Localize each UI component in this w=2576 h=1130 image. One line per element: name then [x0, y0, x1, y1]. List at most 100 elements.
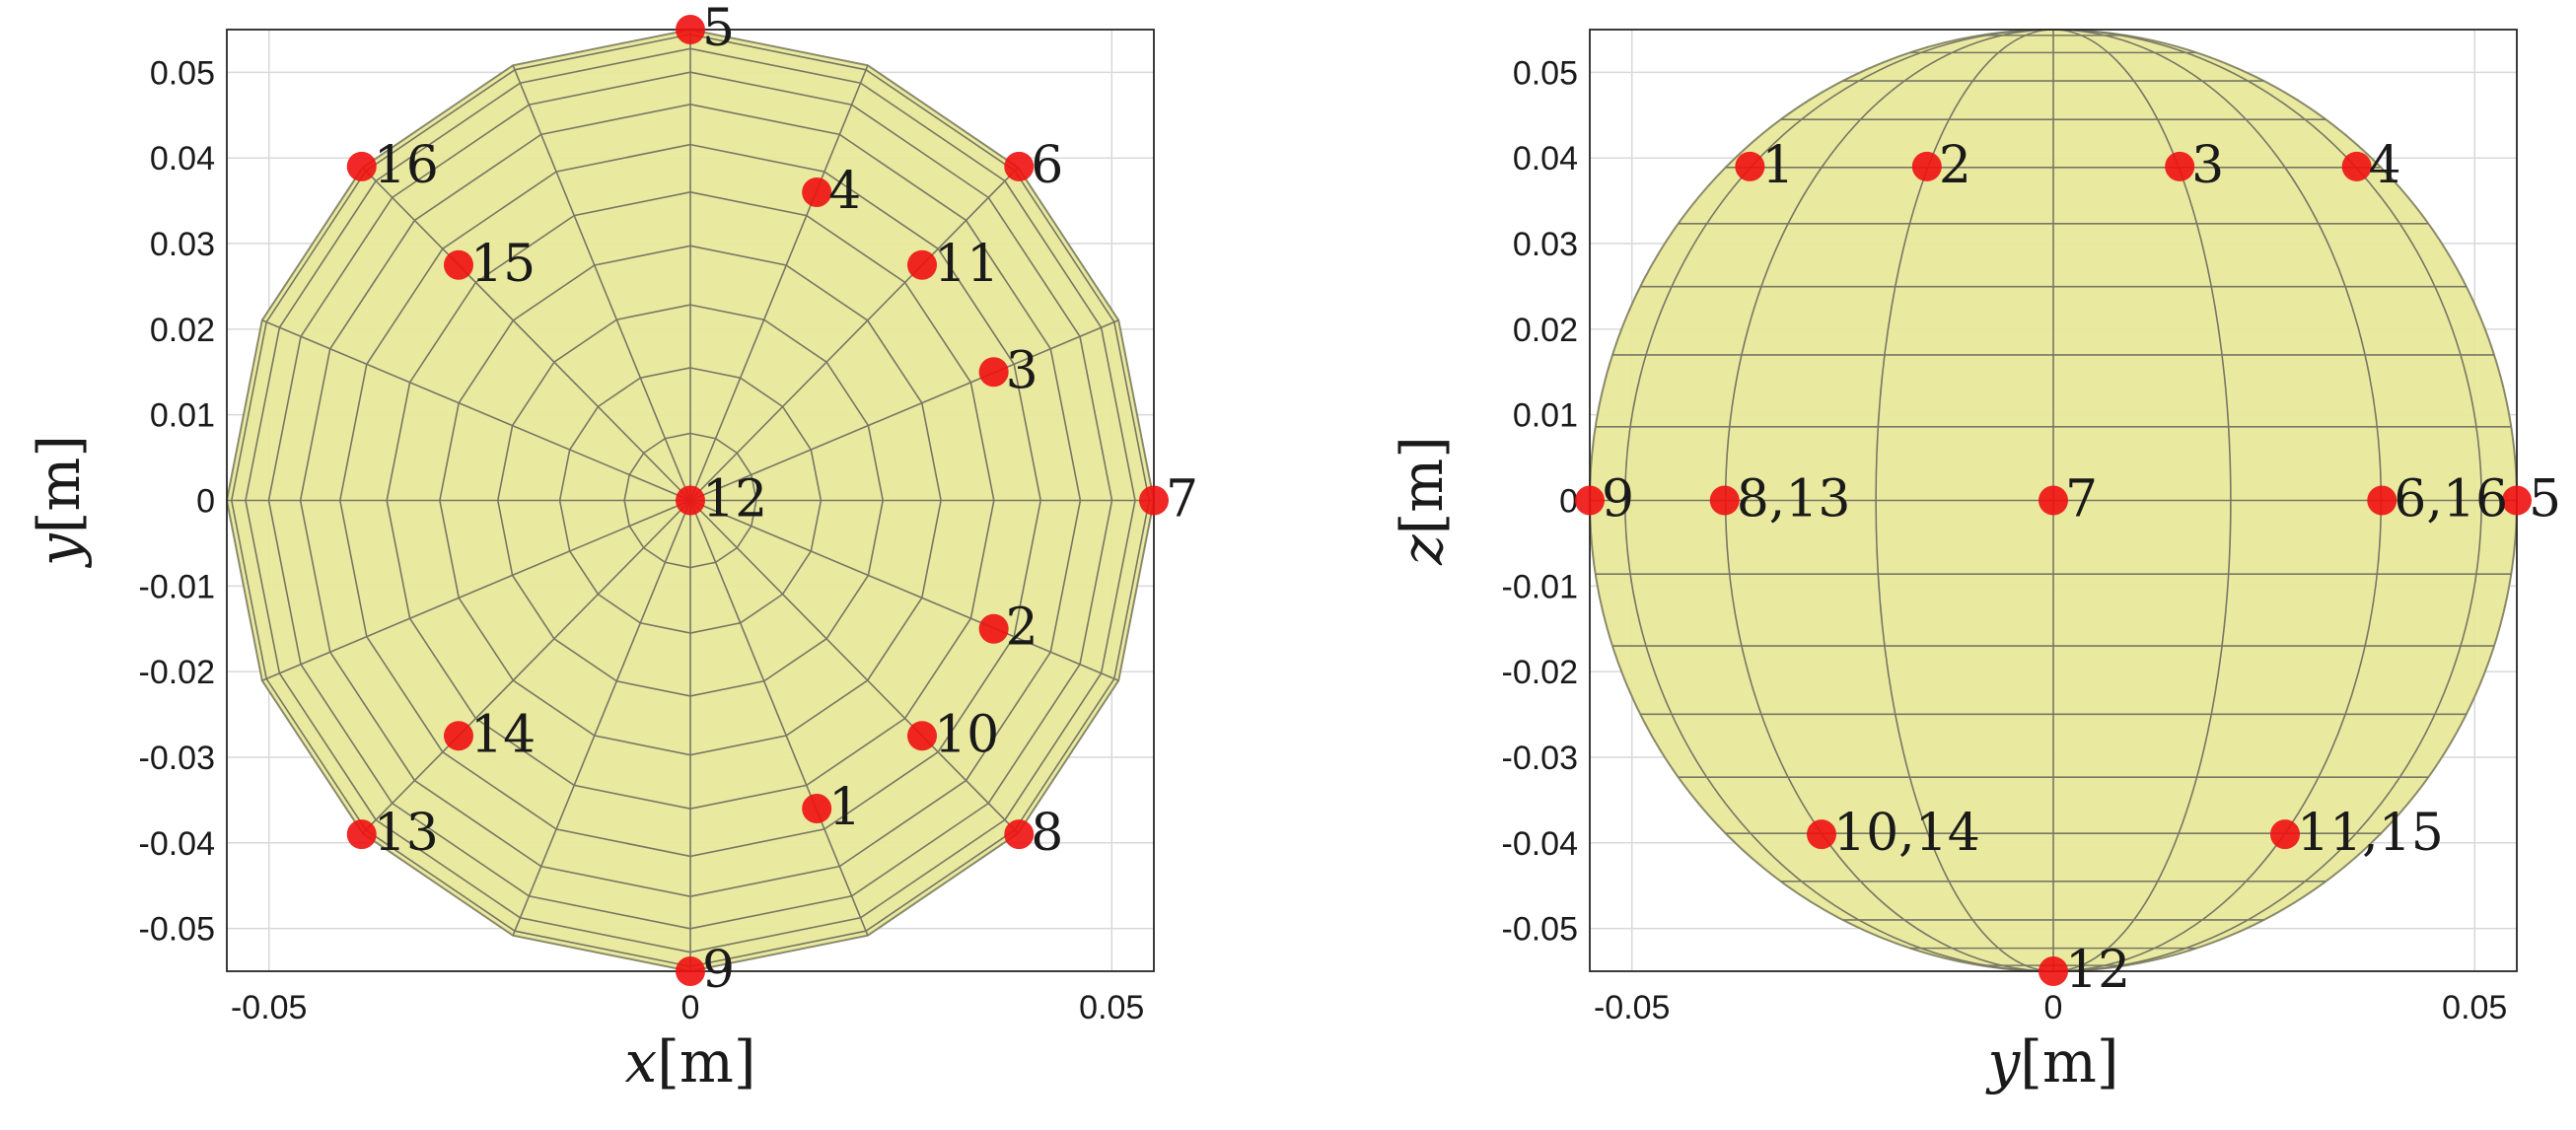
- y-tick-label: -0.01: [139, 568, 216, 605]
- point-5: [2502, 485, 2532, 516]
- y-tick-label: 0: [196, 483, 215, 521]
- point-label: 7: [2065, 470, 2098, 530]
- point-16: [346, 151, 377, 181]
- x-tick-label: -0.05: [1594, 989, 1671, 1026]
- y-tick-label: 0.03: [150, 226, 215, 263]
- point-label: 16: [374, 136, 439, 195]
- point-label: 9: [702, 941, 735, 1000]
- y-tick-label: -0.03: [139, 740, 216, 777]
- point-label: 6,16: [2394, 470, 2508, 530]
- x-tick-label: 0: [681, 989, 700, 1026]
- point-label: 4: [828, 162, 861, 221]
- point-12: [2039, 956, 2068, 986]
- point-label: 5: [702, 0, 735, 58]
- point-label: 5: [2529, 470, 2561, 530]
- point-7: [1139, 485, 1169, 516]
- point-label: 3: [2191, 136, 2224, 195]
- point-label: 4: [2369, 136, 2401, 195]
- point-8-13: [1709, 485, 1740, 516]
- x-tick-label: -0.05: [231, 989, 308, 1026]
- point-1: [1735, 151, 1765, 181]
- y-tick-label: 0: [1559, 483, 1578, 521]
- y-tick-label: 0.04: [1513, 140, 1578, 177]
- y-tick-label: -0.05: [1502, 911, 1579, 949]
- point-label: 8: [1031, 804, 1063, 863]
- y-axis-label: z[m]: [1389, 436, 1456, 566]
- x-axis-label: x[m]: [625, 1028, 756, 1095]
- y-tick-label: 0.03: [1513, 226, 1578, 263]
- y-tick-label: 0.01: [150, 397, 215, 435]
- point-7: [2039, 485, 2068, 516]
- point-label: 2: [1939, 136, 1971, 195]
- mesh-meridian: [362, 499, 691, 834]
- mesh-meridian: [512, 65, 691, 501]
- y-tick-label: -0.04: [139, 825, 216, 863]
- point-14: [444, 721, 473, 751]
- y-tick-label: 0.05: [1513, 54, 1578, 92]
- point-9: [1575, 485, 1605, 516]
- point-label: 2: [1006, 599, 1038, 658]
- y-tick-label: -0.01: [1502, 568, 1579, 605]
- y-tick-label: 0.02: [150, 312, 215, 349]
- chart-panel-1: -0.05 0 0.05 0.05 0.04 0.03 0.02 0.01 0 -0.01 -0.0…: [26, 0, 1198, 1095]
- point-1: [802, 794, 832, 824]
- point-label: 13: [374, 804, 439, 863]
- y-tick-label: 0.01: [1513, 397, 1578, 435]
- chart-panel-2: -0.05 0 0.05 0.05 0.04 0.03 0.02 0.01 0 -0.01 -0.0…: [1389, 29, 2561, 1095]
- point-label: 8,13: [1737, 470, 1851, 530]
- point-6-16: [2367, 485, 2397, 516]
- mesh-meridian: [689, 499, 1019, 834]
- point-6: [1004, 151, 1035, 181]
- point-10-14: [1807, 819, 1836, 850]
- mesh-meridian: [512, 500, 691, 936]
- point-label: 1: [1761, 136, 1794, 195]
- y-tick-label: -0.03: [1502, 740, 1579, 777]
- point-label: 6: [1031, 136, 1063, 195]
- point-label: 14: [470, 705, 536, 764]
- point-2: [1911, 151, 1942, 181]
- point-3: [978, 357, 1009, 388]
- point-3: [2165, 151, 2195, 181]
- mesh-meridian: [261, 319, 691, 502]
- point-9: [676, 956, 705, 986]
- point-4: [802, 177, 832, 207]
- y-tick-label: 0.05: [150, 54, 215, 92]
- x-axis-label: y[m]: [1984, 1028, 2118, 1095]
- point-13: [346, 819, 377, 850]
- x-tick-label: 0.05: [1079, 989, 1144, 1026]
- point-label: 11: [934, 235, 999, 294]
- point-label: 12: [2065, 941, 2130, 1000]
- point-12: [676, 485, 705, 516]
- mesh-meridian: [689, 65, 869, 501]
- point-label: 10: [934, 705, 999, 764]
- point-label: 12: [702, 470, 767, 530]
- point-label: 1: [828, 778, 861, 837]
- mesh-meridian: [689, 500, 869, 936]
- point-2: [978, 613, 1009, 644]
- point-label: 9: [1602, 470, 1634, 530]
- point-8: [1004, 819, 1035, 850]
- y-axis-label: y[m]: [26, 435, 93, 569]
- point-5: [676, 15, 705, 44]
- point-label: 3: [1006, 341, 1038, 400]
- y-tick-label: 0.02: [1513, 312, 1578, 349]
- mesh-meridian: [362, 167, 691, 502]
- y-tick-label: -0.02: [1502, 654, 1579, 691]
- mesh-meridian: [689, 167, 1019, 502]
- point-label: 10,14: [1833, 804, 1980, 863]
- tick-labels: -0.05 0 0.05 0.05 0.04 0.03 0.02 0.01 0 -0.01 -0.0…: [1502, 54, 2508, 1026]
- point-label: 15: [470, 235, 536, 294]
- point-label: 11,15: [2297, 804, 2444, 863]
- y-tick-label: -0.05: [139, 911, 216, 949]
- point-11: [907, 249, 937, 280]
- mesh-meridian: [689, 499, 1119, 681]
- point-label: 7: [1166, 470, 1198, 530]
- point-4: [2341, 151, 2372, 181]
- point-10: [907, 721, 937, 751]
- x-tick-label: 0.05: [2442, 989, 2507, 1026]
- x-tick-label: 0: [2044, 989, 2063, 1026]
- y-tick-label: -0.02: [139, 654, 216, 691]
- mesh-meridian: [689, 319, 1119, 502]
